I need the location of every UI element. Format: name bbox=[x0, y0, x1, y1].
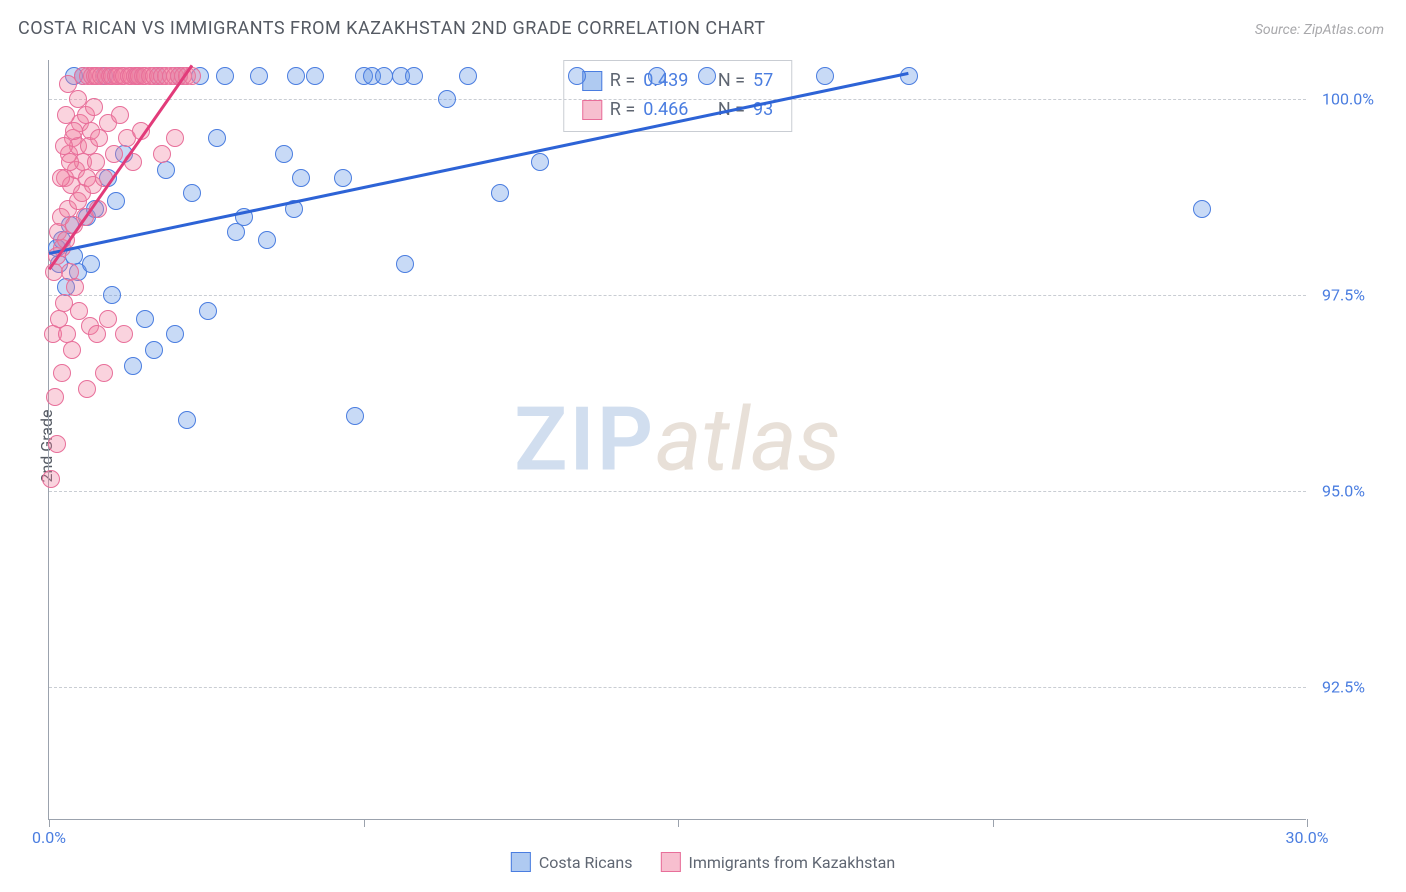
scatter-plot-area: ZIPatlas R = 0.439 N = 57R = 0.466 N = 9… bbox=[48, 60, 1306, 820]
scatter-point bbox=[145, 341, 163, 359]
stats-n-label: N = bbox=[718, 67, 745, 96]
scatter-point bbox=[111, 106, 129, 124]
scatter-point bbox=[491, 184, 509, 202]
scatter-point bbox=[166, 325, 184, 343]
scatter-point bbox=[103, 286, 121, 304]
watermark-zip: ZIP bbox=[514, 388, 655, 491]
scatter-point bbox=[157, 161, 175, 179]
scatter-point bbox=[153, 145, 171, 163]
scatter-point bbox=[65, 122, 83, 140]
x-tick-mark bbox=[364, 819, 365, 827]
scatter-point bbox=[57, 106, 75, 124]
stats-r-label: R = bbox=[610, 67, 635, 96]
x-tick-mark bbox=[49, 819, 50, 827]
x-tick-label: 0.0% bbox=[32, 828, 66, 847]
scatter-point bbox=[46, 388, 64, 406]
gridline bbox=[49, 491, 1306, 492]
scatter-point bbox=[59, 75, 77, 93]
legend-item: Costa Ricans bbox=[511, 852, 633, 872]
scatter-point bbox=[292, 169, 310, 187]
gridline bbox=[49, 99, 1306, 100]
x-tick-mark bbox=[1307, 819, 1308, 827]
scatter-point bbox=[124, 357, 142, 375]
scatter-point bbox=[405, 67, 423, 85]
scatter-point bbox=[306, 67, 324, 85]
x-tick-mark bbox=[993, 819, 994, 827]
source-attribution: Source: ZipAtlas.com bbox=[1255, 22, 1384, 38]
scatter-point bbox=[459, 67, 477, 85]
scatter-point bbox=[69, 90, 87, 108]
legend-label: Immigrants from Kazakhstan bbox=[688, 853, 895, 872]
scatter-point bbox=[42, 470, 60, 488]
scatter-point bbox=[48, 435, 66, 453]
scatter-point bbox=[183, 184, 201, 202]
y-tick-label: 95.0% bbox=[1322, 481, 1392, 500]
scatter-point bbox=[105, 145, 123, 163]
scatter-point bbox=[698, 67, 716, 85]
scatter-point bbox=[250, 67, 268, 85]
scatter-point bbox=[78, 380, 96, 398]
x-tick-label: 30.0% bbox=[1286, 828, 1329, 847]
scatter-point bbox=[816, 67, 834, 85]
stats-n-value: 57 bbox=[753, 67, 773, 96]
scatter-point bbox=[53, 364, 71, 382]
scatter-point bbox=[52, 169, 70, 187]
scatter-point bbox=[287, 67, 305, 85]
scatter-point bbox=[375, 67, 393, 85]
scatter-point bbox=[208, 129, 226, 147]
scatter-point bbox=[438, 90, 456, 108]
scatter-point bbox=[648, 67, 666, 85]
scatter-point bbox=[199, 302, 217, 320]
y-tick-label: 97.5% bbox=[1322, 286, 1392, 305]
scatter-point bbox=[396, 255, 414, 273]
x-tick-mark bbox=[678, 819, 679, 827]
scatter-point bbox=[568, 67, 586, 85]
scatter-point bbox=[95, 364, 113, 382]
scatter-point bbox=[227, 223, 245, 241]
scatter-point bbox=[85, 98, 103, 116]
scatter-point bbox=[55, 137, 73, 155]
scatter-point bbox=[900, 67, 918, 85]
legend-label: Costa Ricans bbox=[539, 853, 633, 872]
gridline bbox=[49, 295, 1306, 296]
stats-row: R = 0.439 N = 57 bbox=[582, 67, 773, 96]
scatter-point bbox=[346, 407, 364, 425]
scatter-point bbox=[275, 145, 293, 163]
scatter-point bbox=[531, 153, 549, 171]
scatter-point bbox=[107, 192, 125, 210]
watermark-atlas: atlas bbox=[655, 388, 841, 491]
scatter-point bbox=[88, 325, 106, 343]
scatter-point bbox=[136, 310, 154, 328]
chart-title: COSTA RICAN VS IMMIGRANTS FROM KAZAKHSTA… bbox=[18, 18, 766, 39]
scatter-point bbox=[63, 341, 81, 359]
scatter-point bbox=[82, 255, 100, 273]
legend-item: Immigrants from Kazakhstan bbox=[660, 852, 895, 872]
scatter-point bbox=[166, 129, 184, 147]
legend-swatch bbox=[660, 852, 680, 872]
scatter-point bbox=[115, 325, 133, 343]
stats-swatch bbox=[582, 100, 602, 120]
series-legend: Costa Ricans Immigrants from Kazakhstan bbox=[511, 852, 895, 872]
y-tick-label: 92.5% bbox=[1322, 677, 1392, 696]
gridline bbox=[49, 687, 1306, 688]
scatter-point bbox=[216, 67, 234, 85]
scatter-point bbox=[70, 302, 88, 320]
legend-swatch bbox=[511, 852, 531, 872]
scatter-point bbox=[178, 411, 196, 429]
scatter-point bbox=[99, 310, 117, 328]
scatter-point bbox=[1193, 200, 1211, 218]
watermark: ZIPatlas bbox=[514, 388, 841, 491]
scatter-point bbox=[90, 129, 108, 147]
scatter-point bbox=[258, 231, 276, 249]
scatter-point bbox=[334, 169, 352, 187]
scatter-point bbox=[66, 278, 84, 296]
y-tick-label: 100.0% bbox=[1322, 90, 1392, 109]
